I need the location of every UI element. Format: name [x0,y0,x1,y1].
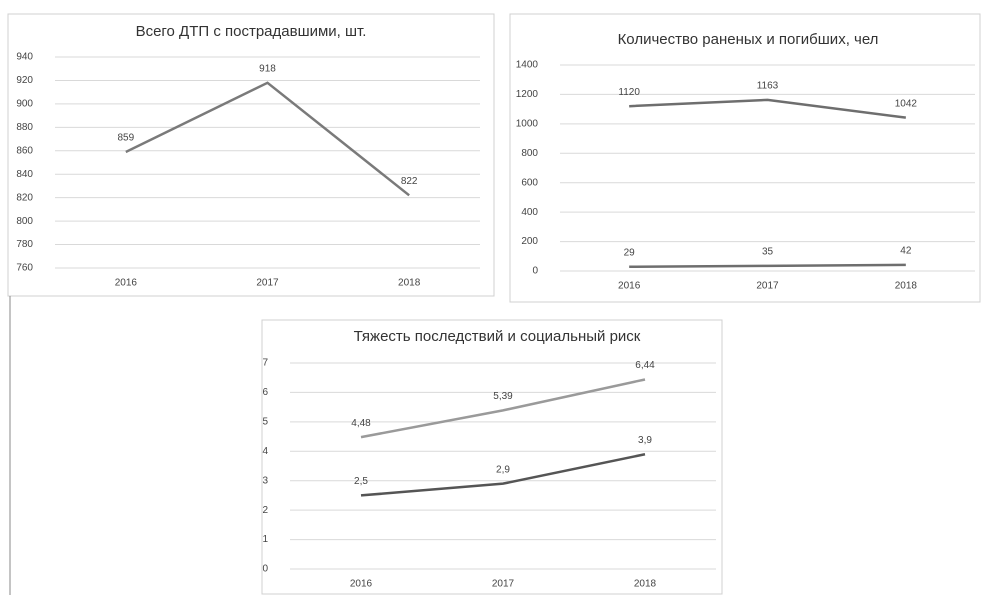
y-tick-label: 2 [262,505,268,516]
y-tick-label: 0 [262,564,268,575]
series-line [360,453,646,497]
data-label: 918 [259,63,276,74]
series-line [360,378,646,439]
y-tick-label: 400 [521,207,538,218]
y-tick-label: 5 [262,416,268,427]
x-tick-label: 2018 [895,281,918,292]
y-tick-label: 4 [262,446,268,457]
chart-title: Тяжесть последствий и социальный риск [354,328,641,345]
data-label: 2,9 [496,464,510,475]
y-tick-label: 6 [262,387,268,398]
y-tick-label: 1400 [516,60,539,71]
chart-title: Всего ДТП с пострадавшими, шт. [136,23,367,40]
y-tick-label: 1 [262,534,268,545]
data-label: 29 [624,247,636,258]
x-tick-label: 2017 [492,579,515,590]
chart-frame [261,319,723,595]
data-label: 42 [900,245,912,256]
y-tick-label: 200 [521,236,538,247]
data-label: 3,9 [638,435,652,446]
series-line [125,81,410,197]
y-tick-label: 900 [16,99,33,110]
chart-title: Количество раненых и погибших, чел [618,31,879,48]
data-label: 1120 [618,87,640,98]
y-tick-label: 1200 [516,89,539,100]
chart-frame [7,13,495,297]
y-tick-label: 760 [16,263,33,274]
y-tick-label: 800 [16,216,33,227]
x-tick-label: 2016 [115,278,138,289]
x-tick-label: 2017 [756,281,779,292]
chart-frame [509,13,981,303]
y-tick-label: 820 [16,192,33,203]
x-tick-label: 2018 [398,278,421,289]
y-tick-label: 800 [521,148,538,159]
y-tick-label: 0 [532,266,538,277]
y-tick-label: 3 [262,475,268,486]
y-tick-label: 920 [16,75,33,86]
data-label: 2,5 [354,476,368,487]
data-label: 1042 [895,98,918,109]
x-tick-label: 2016 [618,281,641,292]
x-tick-label: 2016 [350,579,373,590]
y-tick-label: 780 [16,239,33,250]
y-tick-label: 940 [16,52,33,63]
y-tick-label: 1000 [516,118,539,129]
series-line [629,98,906,119]
y-tick-label: 860 [16,145,33,156]
y-tick-label: 840 [16,169,33,180]
data-label: 822 [401,176,418,187]
y-tick-label: 7 [262,358,268,369]
series-line [629,263,906,268]
x-tick-label: 2017 [256,278,279,289]
x-tick-label: 2018 [634,579,657,590]
y-tick-label: 880 [16,122,33,133]
data-label: 6,44 [635,360,655,371]
data-label: 5,39 [493,391,513,402]
data-label: 1163 [757,81,779,92]
y-tick-label: 600 [521,177,538,188]
data-label: 859 [117,133,134,144]
data-label: 4,48 [351,418,371,429]
data-label: 35 [762,246,774,257]
